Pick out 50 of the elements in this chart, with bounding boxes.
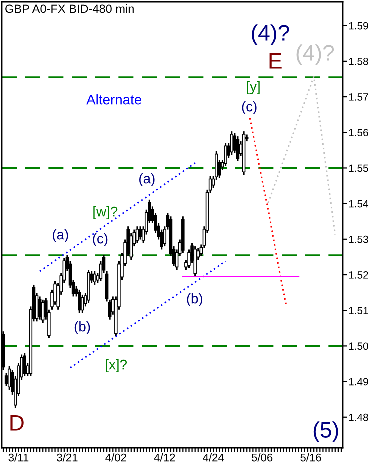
line-series: [249, 118, 288, 308]
x-tick-label: 4/02: [106, 454, 126, 462]
x-tick-label: 4/12: [154, 454, 176, 462]
annotation: E: [270, 53, 282, 69]
x-tick-label: 3/21: [57, 454, 78, 462]
annotation: (b): [187, 294, 202, 306]
candlestick: [230, 130, 234, 156]
annotation: Alternate: [86, 94, 142, 105]
y-tick-label: 1.50: [349, 342, 368, 350]
y-tick-label: 1.51: [349, 307, 368, 314]
y-tick-label: 1.53: [349, 236, 368, 244]
y-tick-label: 1.59: [349, 22, 368, 30]
y-tick-label: 1.57: [349, 94, 368, 101]
annotation: [x]?: [106, 360, 128, 372]
annotation: [y]: [247, 82, 260, 94]
chart-title: GBP A0-FX BID-480 min: [6, 4, 134, 14]
y-tick-label: 1.54: [349, 200, 369, 208]
x-tick-label: 3/11: [8, 454, 29, 462]
annotation: (a): [140, 174, 155, 186]
candlestick: [38, 296, 42, 321]
annotation: (b): [74, 322, 90, 334]
annotation: (c): [93, 234, 108, 246]
annotation: (4)?: [252, 24, 290, 46]
candlestick: [138, 226, 142, 241]
annotation: (4)?: [296, 44, 334, 66]
candlestick: [93, 270, 96, 286]
candlestick: [78, 289, 82, 314]
y-tick-label: 1.58: [349, 58, 368, 66]
candlestick: [81, 294, 84, 314]
candlestick: [8, 366, 12, 391]
candlestick: [136, 226, 140, 244]
annotation: (c): [242, 102, 257, 114]
x-tick-label: 4/24: [203, 454, 224, 462]
y-tick-label: 1.56: [349, 129, 368, 137]
candlestick: [224, 142, 228, 168]
annotation: (a): [53, 230, 68, 242]
candlestick: [23, 352, 26, 378]
candlestick: [236, 136, 240, 162]
annotation: [w]?: [94, 206, 118, 220]
candlestick: [54, 280, 57, 306]
x-tick-label: 5/06: [252, 454, 273, 462]
candlestick: [4, 372, 8, 388]
x-tick-label: 5/16: [300, 454, 322, 462]
y-tick-label: 1.52: [349, 272, 368, 279]
y-tick-label: 1.48: [349, 414, 368, 422]
annotation: D: [10, 415, 24, 431]
annotation: (5): [314, 422, 338, 442]
y-tick-label: 1.55: [349, 164, 368, 172]
y-tick-label: 1.49: [349, 378, 368, 386]
candlestick: [41, 299, 45, 324]
